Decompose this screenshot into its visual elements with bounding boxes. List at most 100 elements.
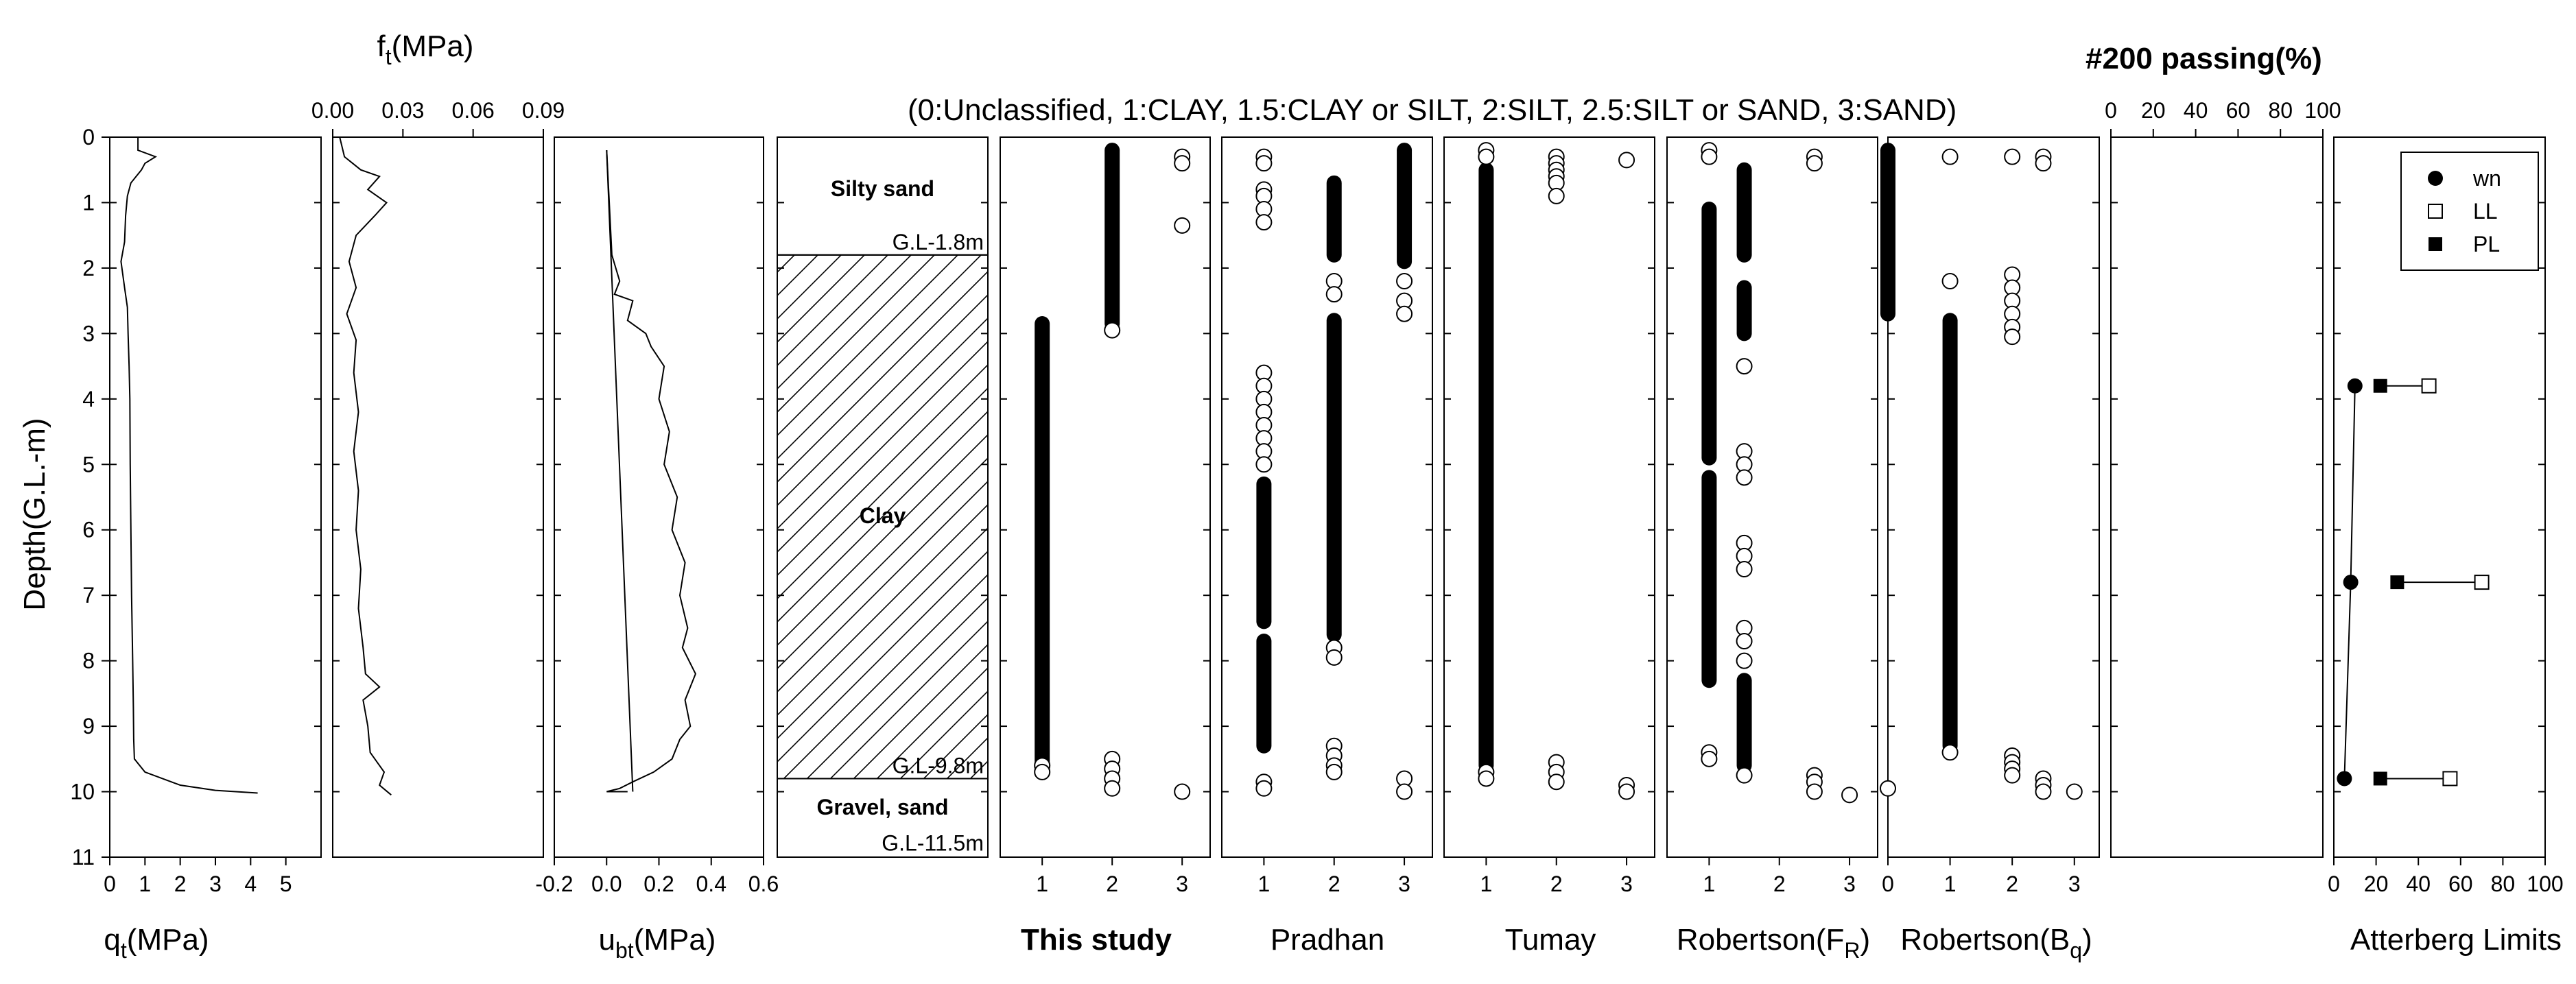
classification-point <box>1806 783 1823 800</box>
classification-point <box>1880 780 1896 797</box>
ubt-axis-title-sub: bt <box>615 938 634 963</box>
robertson-bq-axis-title-main: Robertson(B <box>1900 923 2070 957</box>
legend-label: PL <box>2473 232 2500 256</box>
classification-point <box>1701 148 1718 165</box>
legend-label: LL <box>2473 199 2498 224</box>
x-tick-label: 2 <box>174 872 187 896</box>
classification-band <box>1478 162 1494 773</box>
this-study-axis-title: This study <box>1021 923 1172 957</box>
classification-point <box>2066 783 2083 800</box>
ubt-profile-line <box>606 150 696 793</box>
ll-marker <box>2421 378 2437 394</box>
legend-box <box>2400 152 2539 271</box>
panel-pradhan: 1 2 3 <box>1221 136 1433 896</box>
classification-point <box>2004 148 2021 165</box>
panel-frame <box>1887 136 2100 858</box>
pl-marker <box>2373 379 2387 393</box>
x-tick-label: 0 <box>2328 872 2340 896</box>
x-tick-label: 20 <box>2364 872 2389 896</box>
ft-axis-title-unit: (MPa) <box>392 29 474 63</box>
y-tick-label: 5 <box>82 452 95 477</box>
x-tick-label: 3 <box>1620 872 1633 896</box>
x-tick-label: 0.4 <box>696 872 726 896</box>
robertson-bq-axis-title: Robertson(Bq) <box>1900 923 2092 963</box>
panel-robertson-fr: 1 2 3 <box>1666 136 1878 896</box>
classification-point <box>1104 780 1121 797</box>
x-tick-label: 0.6 <box>748 872 779 896</box>
x-tick-label: 4 <box>244 872 257 896</box>
ubt-axis-title-unit: (MPa) <box>634 923 716 957</box>
x-tick-label: 3 <box>1176 872 1188 896</box>
panel-frame <box>1221 136 1433 858</box>
classification-point <box>1941 273 1959 289</box>
classification-point <box>1478 770 1495 787</box>
legend-marker-pl <box>2429 237 2442 251</box>
classification-legend: (0:Unclassified, 1:CLAY, 1.5:CLAY or SIL… <box>908 93 1957 127</box>
classification-point <box>1941 148 1959 165</box>
ft-profile-line <box>339 136 392 796</box>
soil-boundary-label: G.L-1.8m <box>893 230 984 254</box>
classification-point <box>1941 744 1959 761</box>
classification-band <box>1701 470 1717 688</box>
panel-robertson-bq: 0 1 2 3 <box>1880 136 2100 896</box>
y-tick-label: 7 <box>82 583 95 608</box>
classification-point <box>1396 783 1413 800</box>
y-tick-label: 1 <box>82 190 95 215</box>
classification-point <box>2035 155 2052 172</box>
classification-band <box>1942 313 1958 754</box>
x-tick-label: 1 <box>1036 872 1048 896</box>
x-tick-label: 5 <box>280 872 292 896</box>
robertson-fr-axis-title-sub: R <box>1844 938 1860 963</box>
x-tick-label: 0.0 <box>591 872 622 896</box>
x-tick-label: 2 <box>1550 872 1563 896</box>
x-tick-label: 100 <box>2527 872 2563 896</box>
soil-layer <box>777 778 989 859</box>
x-tick-label: 2 <box>1106 872 1118 896</box>
ubt-axis-title-main: u <box>599 923 615 957</box>
hydrostatic-line <box>606 150 634 792</box>
classification-band <box>1256 634 1272 754</box>
classification-band <box>1256 476 1272 629</box>
y-axis-ticks: 0 1 2 3 4 5 6 7 8 9 10 11 <box>70 125 110 869</box>
panel-ft: 0.00 0.03 0.06 0.09 <box>311 98 565 858</box>
classification-band <box>1880 143 1895 322</box>
classification-point <box>1701 750 1718 767</box>
x-tick-label: 2 <box>1328 872 1340 896</box>
x-tick-label: 80 <box>2268 98 2293 123</box>
classification-point <box>1736 652 1753 669</box>
classification-band <box>1736 673 1752 773</box>
classification-point <box>1736 469 1753 486</box>
x-tick-label: -0.2 <box>535 872 573 896</box>
x-tick-label: 2 <box>1773 872 1786 896</box>
x-tick-label: 60 <box>2448 872 2473 896</box>
classification-point <box>1034 763 1051 780</box>
robertson-bq-axis-title-sub: q <box>2070 938 2082 963</box>
x-tick-label: 1 <box>1944 872 1957 896</box>
y-tick-label: 6 <box>82 518 95 542</box>
classification-point <box>1736 633 1753 649</box>
qt-axis-title-sub: t <box>121 938 127 963</box>
classification-band <box>1104 143 1120 332</box>
legend-marker-wn <box>2428 171 2443 186</box>
robertson-fr-axis-title: Robertson(FR) <box>1677 923 1870 963</box>
soil-layer-name: Silty sand <box>831 176 934 201</box>
classification-point <box>1255 155 1273 172</box>
classification-band <box>1035 316 1050 770</box>
classification-point <box>1255 456 1273 473</box>
classification-point <box>1325 763 1343 780</box>
y-tick-label: 9 <box>82 714 95 739</box>
panel-passing: 0 20 40 60 80 100 <box>2105 98 2341 858</box>
x-tick-label: 1 <box>1480 872 1493 896</box>
x-tick-label: 0 <box>1882 872 1894 896</box>
classification-point <box>2004 767 2021 784</box>
classification-point <box>1396 305 1413 322</box>
x-tick-label: 0.2 <box>643 872 674 896</box>
panel-frame <box>554 136 764 858</box>
classification-band <box>1326 313 1342 643</box>
panel-frame <box>1666 136 1878 858</box>
classification-point <box>1736 767 1753 784</box>
x-tick-label: 80 <box>2491 872 2516 896</box>
panel-ubt: -0.2 0.0 0.2 0.4 0.6 <box>535 136 779 896</box>
